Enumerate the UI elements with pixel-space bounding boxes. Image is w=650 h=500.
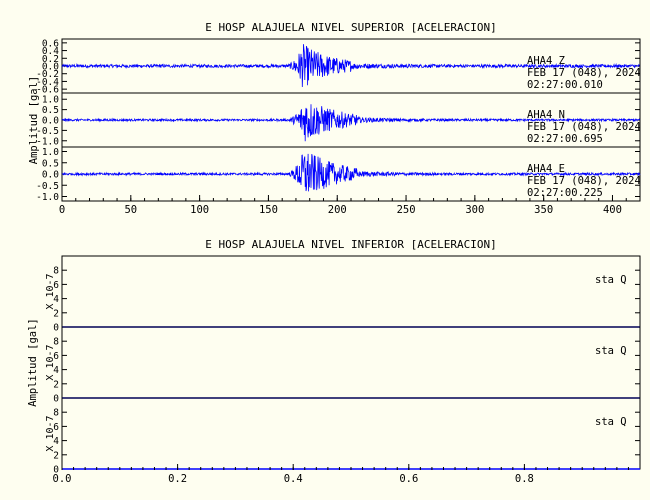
y-tick-label: -0.5 <box>36 126 59 137</box>
y-tick-label: 4 <box>53 365 59 376</box>
time-label: 02:27:00.695 <box>527 133 603 145</box>
y-tick-label: 4 <box>53 436 59 447</box>
y-tick-label: -0.5 <box>36 181 59 192</box>
panel-frame-2-3 <box>61 397 641 470</box>
time-label: 02:27:00.010 <box>527 79 603 91</box>
y-tick-label: -1.0 <box>36 192 59 203</box>
station-label: AHA4 E <box>527 163 565 175</box>
y-tick-label: 1.0 <box>42 147 59 158</box>
y-tick-label: 2 <box>53 379 59 390</box>
scale-label: X 10-7 <box>45 344 56 380</box>
station-label: sta Q <box>595 345 627 357</box>
y-tick-label: 8 <box>53 337 59 348</box>
y-tick-label: 0.0 <box>42 170 59 181</box>
y-tick-label: -0.4 <box>36 77 59 88</box>
y-axis-label: Amplitud [gal] <box>28 76 40 165</box>
panel-frame-2-2 <box>61 326 641 399</box>
x-tick-label: 50 <box>124 204 137 216</box>
date-label: FEB 17 (048), 2024 <box>527 175 641 187</box>
y-tick-label: 0.0 <box>42 116 59 127</box>
y-tick-label: 6 <box>53 422 59 433</box>
panel-frame-2-1 <box>61 255 641 328</box>
y-tick-label: 0 <box>53 323 59 334</box>
date-label: FEB 17 (048), 2024 <box>527 121 641 133</box>
x-tick-label: 0.8 <box>515 473 534 485</box>
y-tick-label: 6 <box>53 280 59 291</box>
y-tick-label: 0.0 <box>42 62 59 73</box>
x-tick-label: 300 <box>465 204 484 216</box>
time-label: 02:27:00.225 <box>527 187 603 199</box>
x-tick-label: 350 <box>534 204 553 216</box>
y-tick-label: 0.5 <box>42 105 59 116</box>
y-tick-label: -0.6 <box>36 85 59 96</box>
x-tick-label: 250 <box>397 204 416 216</box>
station-label: AHA4 Z <box>527 55 565 67</box>
x-tick-label: 0 <box>59 204 65 216</box>
y-tick-label: 0 <box>53 394 59 405</box>
y-tick-label: 2 <box>53 308 59 319</box>
x-tick-label: 100 <box>190 204 209 216</box>
scale-label: X 10-7 <box>45 273 56 309</box>
station-label: sta Q <box>595 274 627 286</box>
y-tick-label: 1.0 <box>42 95 59 106</box>
trace-1-1 <box>61 44 641 88</box>
y-tick-label: 0.5 <box>42 158 59 169</box>
scale-label: X 10-7 <box>45 415 56 451</box>
chart-title-2: E HOSP ALAJUELA NIVEL INFERIOR [ACELERAC… <box>205 238 496 251</box>
station-label: AHA4 N <box>527 109 565 121</box>
trace-1-2 <box>61 104 641 142</box>
x-tick-label: 150 <box>259 204 278 216</box>
x-tick-label: 200 <box>328 204 347 216</box>
y-tick-label: 2 <box>53 450 59 461</box>
x-tick-label: 0.2 <box>168 473 187 485</box>
date-label: FEB 17 (048), 2024 <box>527 67 641 79</box>
y-axis-label: Amplitud [gal] <box>27 318 39 407</box>
y-tick-label: -0.2 <box>36 69 59 80</box>
x-tick-label: 0.6 <box>399 473 418 485</box>
x-tick-label: 400 <box>603 204 622 216</box>
y-tick-label: 6 <box>53 351 59 362</box>
y-tick-label: 0.4 <box>42 46 59 57</box>
x-tick-label: 0.4 <box>284 473 303 485</box>
y-tick-label: -1.0 <box>36 136 59 147</box>
y-tick-label: 0.6 <box>42 38 59 49</box>
y-tick-label: 0.2 <box>42 54 59 65</box>
y-tick-label: 0 <box>53 465 59 476</box>
y-tick-label: 4 <box>53 294 59 305</box>
y-tick-label: 8 <box>53 408 59 419</box>
y-tick-label: 8 <box>53 266 59 277</box>
x-tick-label: 0.0 <box>53 473 72 485</box>
chart-title-1: E HOSP ALAJUELA NIVEL SUPERIOR [ACELERAC… <box>205 21 496 34</box>
trace-1-3 <box>61 153 641 192</box>
station-label: sta Q <box>595 416 627 428</box>
